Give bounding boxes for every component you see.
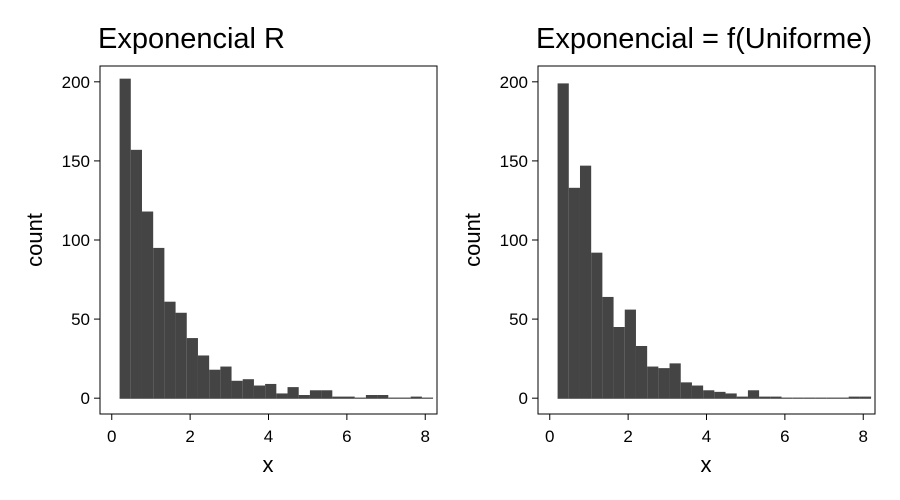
bar [624, 309, 636, 399]
x-tick-label: 6 [342, 427, 351, 446]
x-tick-label: 2 [623, 427, 632, 446]
bar [276, 393, 288, 399]
bar [242, 379, 254, 399]
panel-left-y-axis: 0 50 100 150 200 [62, 73, 100, 408]
panel-right: Exponencial = f(Uniforme) 0 50 100 150 200 0… [460, 23, 876, 477]
bar [130, 149, 142, 399]
panel-left-title: Exponencial R [98, 23, 285, 55]
panel-right-x-axis-title: x [701, 452, 712, 477]
bar [602, 296, 614, 399]
bar [859, 396, 872, 399]
bar [747, 390, 760, 399]
bar [770, 396, 782, 399]
panel-right-x-axis: 0 2 4 6 8 [545, 414, 868, 446]
bar [175, 312, 187, 399]
y-tick-label: 50 [509, 310, 528, 329]
bar [568, 187, 580, 399]
bar [703, 390, 715, 399]
bar [714, 391, 726, 399]
y-tick-label: 200 [62, 73, 90, 92]
bar [119, 78, 131, 399]
x-tick-label: 8 [859, 427, 868, 446]
bar [848, 396, 860, 399]
bar [164, 301, 176, 399]
bar [410, 396, 422, 399]
x-tick-label: 2 [185, 427, 194, 446]
bar [287, 387, 299, 399]
bar [309, 390, 322, 399]
y-tick-label: 150 [500, 152, 528, 171]
y-tick-label: 100 [500, 231, 528, 250]
bar [365, 395, 378, 399]
bar [579, 165, 592, 399]
bar [298, 395, 310, 399]
bar [680, 382, 692, 399]
panel-left-x-axis-title: x [263, 452, 274, 477]
bar [557, 83, 569, 399]
bar [591, 252, 603, 399]
bar [141, 211, 154, 399]
bar [253, 385, 266, 399]
bar [231, 380, 243, 399]
bar [658, 368, 670, 399]
bar [725, 393, 737, 399]
x-tick-label: 4 [702, 427, 711, 446]
bar [265, 383, 277, 399]
bar [669, 363, 681, 399]
x-tick-label: 0 [545, 427, 554, 446]
y-tick-label: 150 [62, 152, 90, 171]
bar [647, 366, 659, 399]
panel-left-y-axis-title: count [22, 213, 47, 267]
bar [377, 395, 389, 399]
bar [635, 345, 648, 399]
x-tick-label: 6 [780, 427, 789, 446]
y-tick-label: 100 [62, 231, 90, 250]
bar [736, 396, 748, 399]
bar [220, 366, 232, 399]
bar [197, 355, 210, 399]
y-tick-label: 0 [81, 389, 90, 408]
x-tick-label: 0 [107, 427, 116, 446]
panel-left-x-axis: 0 2 4 6 8 [107, 414, 430, 446]
panel-right-y-axis: 0 50 100 150 200 [500, 73, 538, 408]
panel-left: Exponencial R 0 50 100 150 200 0 2 4 6 8 x count [22, 23, 438, 477]
bar [613, 327, 625, 399]
bar [332, 396, 344, 399]
bar [209, 369, 221, 399]
panel-right-title: Exponencial = f(Uniforme) [536, 23, 872, 55]
panel-left-bars [119, 78, 434, 399]
panel-right-y-axis-title: count [460, 213, 485, 267]
y-tick-label: 50 [71, 310, 90, 329]
x-tick-label: 8 [421, 427, 430, 446]
bar [343, 396, 355, 399]
bar [759, 396, 771, 399]
panel-right-bars [557, 83, 872, 399]
y-tick-label: 200 [500, 73, 528, 92]
bar [691, 385, 704, 399]
bar [186, 338, 198, 399]
bar [321, 390, 333, 399]
y-tick-label: 0 [519, 389, 528, 408]
bar [153, 247, 165, 399]
x-tick-label: 4 [264, 427, 273, 446]
